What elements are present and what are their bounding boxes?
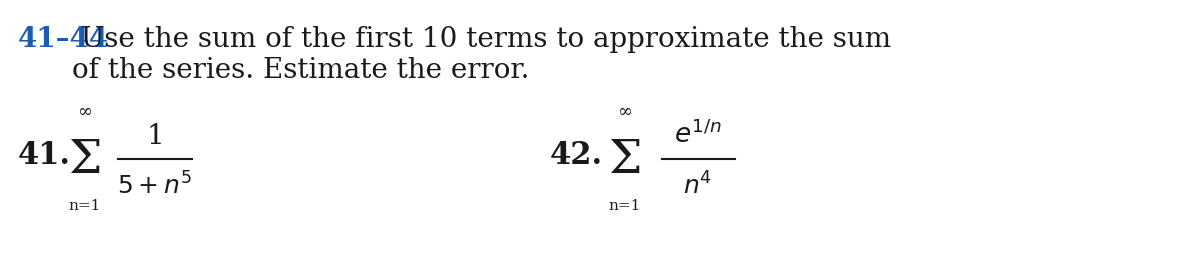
Text: $n^4$: $n^4$ bbox=[684, 172, 713, 200]
Text: 41.: 41. bbox=[18, 140, 71, 172]
Text: 42.: 42. bbox=[550, 140, 604, 172]
Text: ∞: ∞ bbox=[78, 103, 92, 121]
Text: n=1: n=1 bbox=[608, 199, 641, 213]
Text: 41–44: 41–44 bbox=[18, 26, 109, 53]
Text: ∞: ∞ bbox=[618, 103, 632, 121]
Text: 1: 1 bbox=[146, 122, 164, 149]
Text: Σ: Σ bbox=[68, 137, 102, 183]
Text: $5 + n^5$: $5 + n^5$ bbox=[118, 172, 192, 200]
Text: $e^{1/n}$: $e^{1/n}$ bbox=[674, 120, 722, 148]
Text: Σ: Σ bbox=[608, 137, 642, 183]
Text: Use the sum of the first 10 terms to approximate the sum
of the series. Estimate: Use the sum of the first 10 terms to app… bbox=[72, 26, 892, 84]
Text: n=1: n=1 bbox=[68, 199, 101, 213]
